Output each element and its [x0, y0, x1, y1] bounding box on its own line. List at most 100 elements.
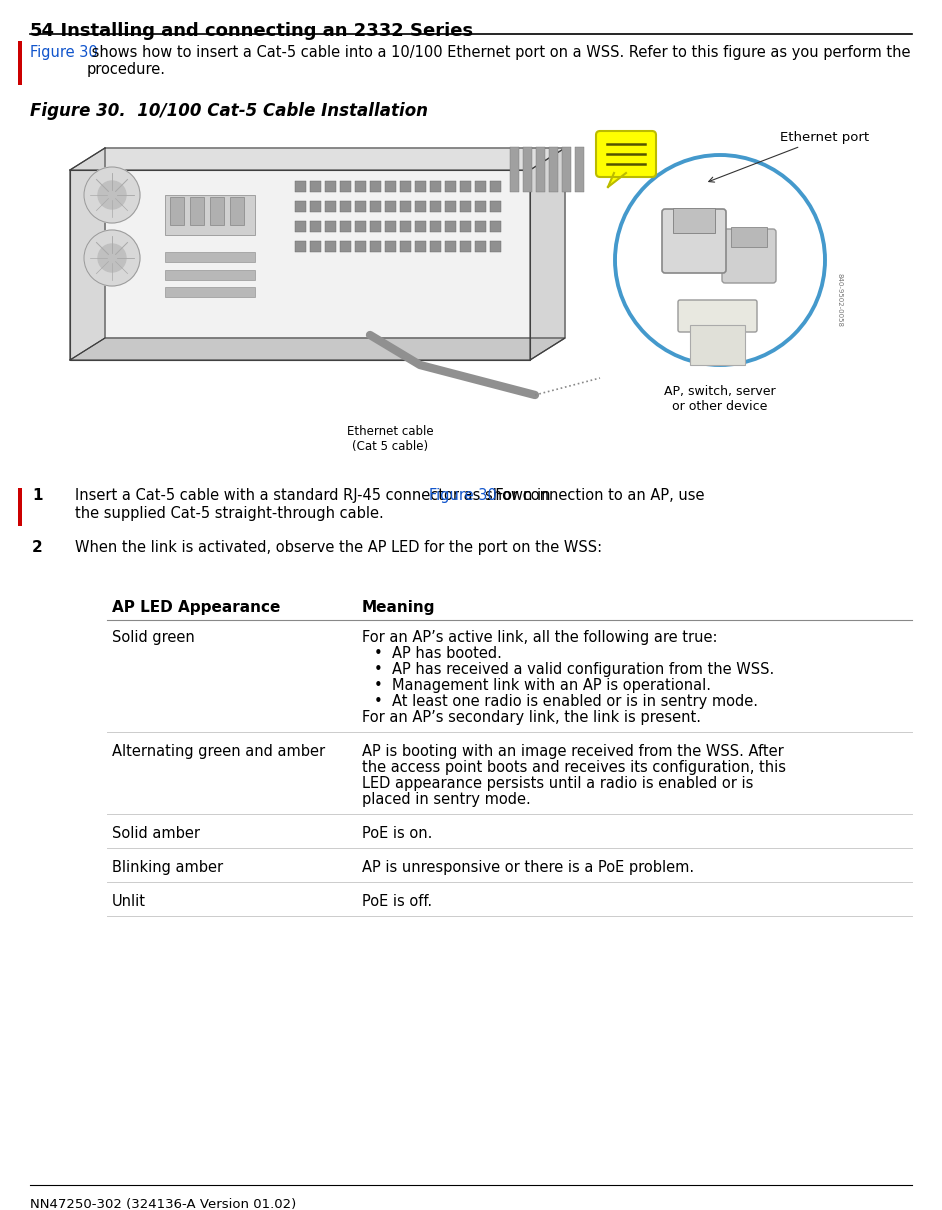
- Text: 1: 1: [32, 488, 42, 503]
- Bar: [385, 201, 396, 212]
- Bar: [400, 241, 411, 252]
- Text: NN47250-302 (324136-A Version 01.02): NN47250-302 (324136-A Version 01.02): [30, 1198, 296, 1210]
- Text: Blinking amber: Blinking amber: [112, 860, 223, 875]
- Bar: [210, 197, 224, 225]
- Bar: [340, 182, 351, 192]
- Bar: [673, 208, 715, 234]
- Text: Ethernet port: Ethernet port: [708, 131, 869, 183]
- Bar: [575, 146, 584, 192]
- Bar: [430, 182, 441, 192]
- Circle shape: [615, 155, 825, 365]
- FancyBboxPatch shape: [678, 300, 757, 332]
- Bar: [415, 182, 426, 192]
- Text: For an AP’s active link, all the following are true:: For an AP’s active link, all the followi…: [362, 630, 718, 645]
- Text: Figure 30: Figure 30: [30, 45, 98, 60]
- Polygon shape: [530, 148, 565, 361]
- Bar: [165, 195, 255, 235]
- Text: When the link is activated, observe the AP LED for the port on the WSS:: When the link is activated, observe the …: [75, 540, 602, 555]
- Bar: [18, 488, 22, 526]
- Text: •  At least one radio is enabled or is in sentry mode.: • At least one radio is enabled or is in…: [374, 695, 758, 709]
- Bar: [385, 241, 396, 252]
- Text: AP is unresponsive or there is a PoE problem.: AP is unresponsive or there is a PoE pro…: [362, 860, 694, 875]
- Bar: [523, 146, 532, 192]
- Bar: [370, 182, 381, 192]
- Bar: [430, 221, 441, 232]
- Bar: [415, 221, 426, 232]
- Bar: [445, 182, 456, 192]
- Text: Meaning: Meaning: [362, 600, 435, 615]
- Bar: [295, 221, 306, 232]
- Bar: [415, 241, 426, 252]
- Bar: [165, 270, 255, 280]
- FancyBboxPatch shape: [596, 131, 656, 177]
- Text: shows how to insert a Cat-5 cable into a 10/100 Ethernet port on a WSS. Refer to: shows how to insert a Cat-5 cable into a…: [87, 45, 911, 77]
- Text: the supplied Cat-5 straight-through cable.: the supplied Cat-5 straight-through cabl…: [75, 506, 383, 522]
- Bar: [355, 182, 366, 192]
- Bar: [310, 182, 321, 192]
- Text: Unlit: Unlit: [112, 894, 146, 909]
- Bar: [325, 182, 336, 192]
- Text: Installing and connecting an 2332 Series: Installing and connecting an 2332 Series: [48, 22, 473, 40]
- Circle shape: [98, 182, 126, 209]
- Bar: [370, 201, 381, 212]
- Bar: [310, 201, 321, 212]
- Bar: [475, 221, 486, 232]
- Text: Figure 30: Figure 30: [429, 488, 496, 503]
- Bar: [370, 221, 381, 232]
- Polygon shape: [70, 148, 105, 361]
- Text: 840-9502-0058: 840-9502-0058: [837, 273, 843, 327]
- Bar: [400, 201, 411, 212]
- Bar: [295, 182, 306, 192]
- Text: AP LED Appearance: AP LED Appearance: [112, 600, 281, 615]
- Text: the access point boots and receives its configuration, this: the access point boots and receives its …: [362, 760, 786, 774]
- Bar: [355, 221, 366, 232]
- Text: •  AP has received a valid configuration from the WSS.: • AP has received a valid configuration …: [374, 662, 774, 678]
- Text: 54: 54: [30, 22, 55, 40]
- Bar: [325, 201, 336, 212]
- Bar: [536, 146, 545, 192]
- Bar: [400, 221, 411, 232]
- Bar: [340, 201, 351, 212]
- Bar: [490, 221, 501, 232]
- Text: For an AP’s secondary link, the link is present.: For an AP’s secondary link, the link is …: [362, 710, 701, 725]
- FancyBboxPatch shape: [722, 229, 776, 283]
- Polygon shape: [70, 338, 565, 361]
- Bar: [445, 241, 456, 252]
- Text: LED appearance persists until a radio is enabled or is: LED appearance persists until a radio is…: [362, 776, 754, 791]
- Polygon shape: [70, 169, 530, 361]
- Bar: [445, 221, 456, 232]
- Circle shape: [98, 244, 126, 272]
- Text: Insert a Cat-5 cable with a standard RJ-45 connector as shown in: Insert a Cat-5 cable with a standard RJ-…: [75, 488, 555, 503]
- Bar: [430, 201, 441, 212]
- Bar: [731, 227, 767, 247]
- Bar: [549, 146, 558, 192]
- Bar: [340, 221, 351, 232]
- Text: Solid amber: Solid amber: [112, 826, 200, 841]
- Bar: [310, 241, 321, 252]
- Text: •  Management link with an AP is operational.: • Management link with an AP is operatio…: [374, 678, 711, 693]
- Bar: [385, 182, 396, 192]
- Bar: [460, 182, 471, 192]
- Polygon shape: [70, 148, 565, 169]
- Text: . For connection to an AP, use: . For connection to an AP, use: [486, 488, 705, 503]
- FancyBboxPatch shape: [662, 209, 726, 273]
- Bar: [490, 201, 501, 212]
- Bar: [460, 241, 471, 252]
- Bar: [295, 201, 306, 212]
- Text: placed in sentry mode.: placed in sentry mode.: [362, 793, 530, 807]
- Bar: [690, 325, 745, 365]
- Bar: [325, 241, 336, 252]
- Text: PoE is off.: PoE is off.: [362, 894, 432, 909]
- Text: AP is booting with an image received from the WSS. After: AP is booting with an image received fro…: [362, 744, 784, 759]
- Circle shape: [84, 167, 140, 223]
- Text: Solid green: Solid green: [112, 630, 195, 645]
- Bar: [355, 241, 366, 252]
- Bar: [295, 241, 306, 252]
- Bar: [230, 197, 244, 225]
- Bar: [340, 241, 351, 252]
- Bar: [490, 241, 501, 252]
- Bar: [562, 146, 571, 192]
- Polygon shape: [608, 173, 626, 188]
- Bar: [510, 146, 519, 192]
- Bar: [490, 182, 501, 192]
